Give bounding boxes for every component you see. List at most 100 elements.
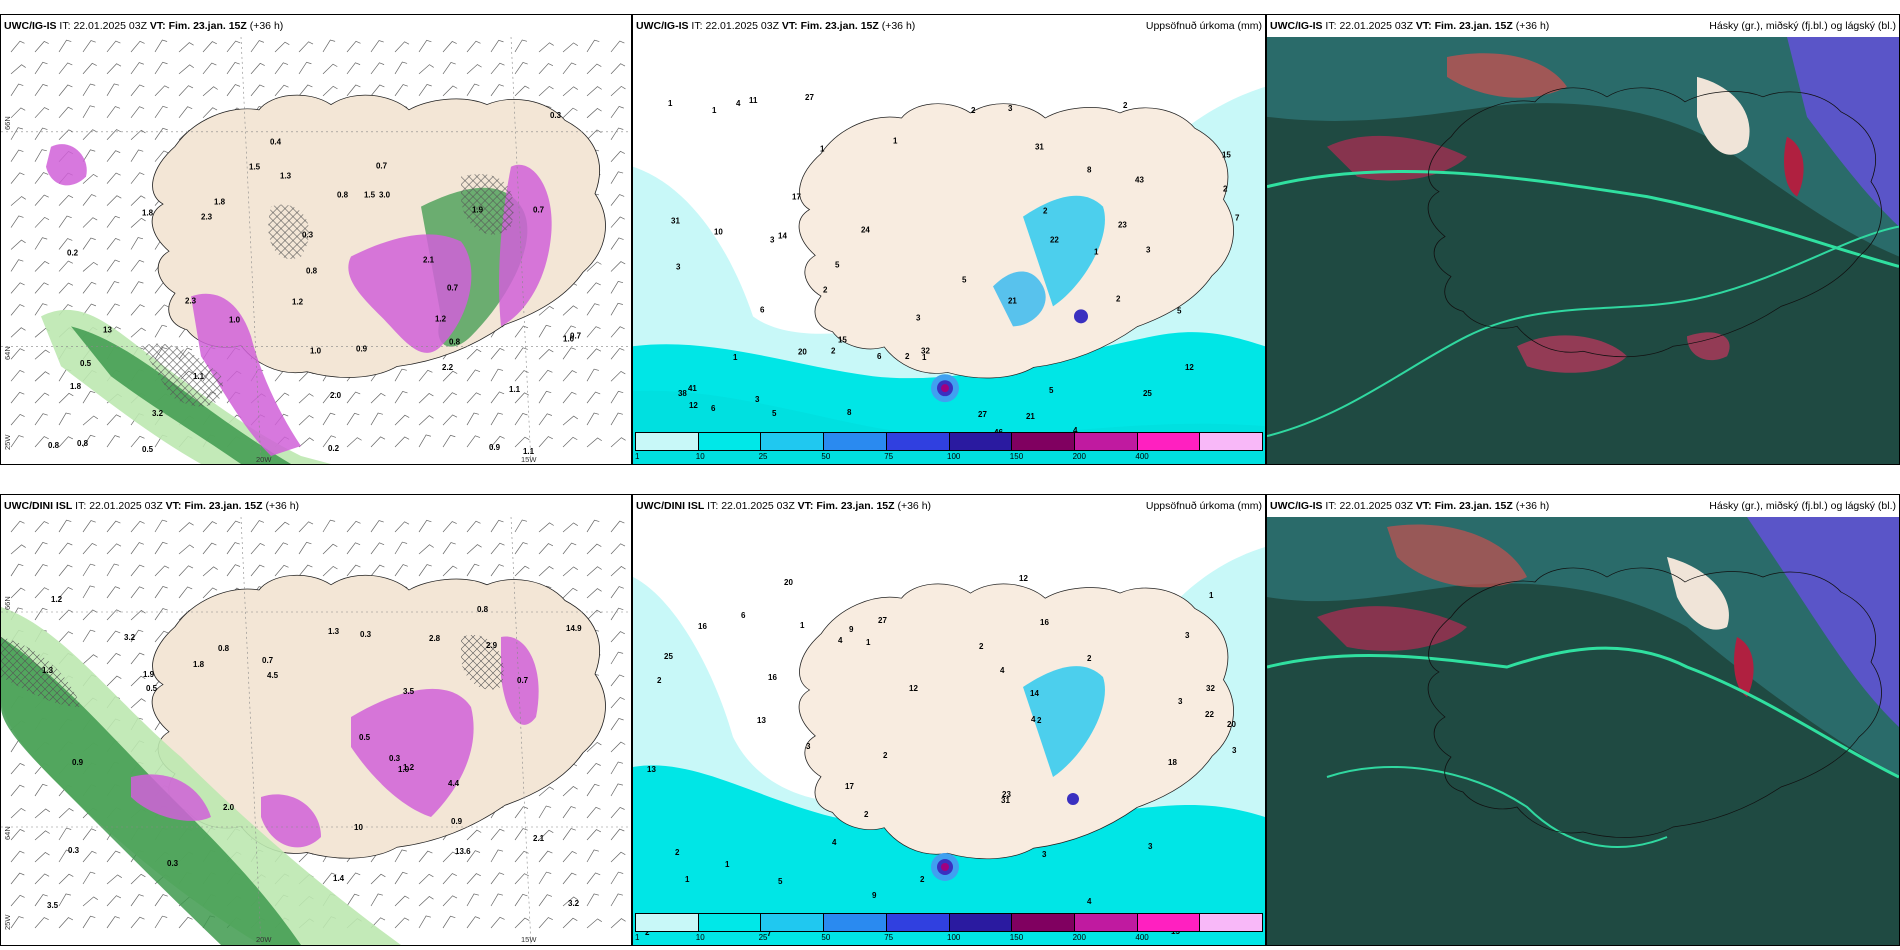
precip-value: 1 bbox=[866, 638, 871, 647]
it-label: IT: bbox=[707, 500, 719, 512]
it-label: IT: bbox=[75, 500, 87, 512]
wind-barb bbox=[82, 520, 96, 533]
wind-barb bbox=[34, 564, 48, 577]
wind-barb bbox=[130, 304, 145, 316]
wind-barb bbox=[82, 303, 97, 316]
wind-barb bbox=[586, 741, 602, 753]
wind-barb bbox=[106, 652, 121, 665]
snow-value: 3.2 bbox=[152, 409, 164, 418]
wind-barb bbox=[442, 62, 456, 75]
precip-value: 20 bbox=[1227, 720, 1236, 729]
vt-label: VT: Fim. 23.jan. 15Z bbox=[149, 20, 247, 32]
wind-barb bbox=[394, 368, 407, 382]
wind-barb bbox=[34, 349, 50, 360]
wind-barb bbox=[226, 564, 241, 577]
wind-barb bbox=[34, 237, 48, 250]
wind-barb bbox=[586, 543, 602, 555]
precip-value: 22 bbox=[1050, 236, 1059, 245]
wind-barb bbox=[34, 436, 49, 448]
wind-barb bbox=[178, 42, 194, 53]
wind-barb bbox=[82, 194, 97, 206]
wind-barb bbox=[34, 194, 49, 206]
wind-barb bbox=[322, 412, 336, 426]
wind-barb bbox=[538, 850, 553, 863]
wind-barb bbox=[130, 149, 144, 162]
wind-barb bbox=[562, 415, 578, 426]
panel-snow-wind-row1: UWC/IG-IS IT: 22.01.2025 03Z VT: Fim. 23… bbox=[0, 14, 632, 465]
wind-barb bbox=[154, 39, 168, 53]
snow-value: 1.0 bbox=[310, 346, 322, 355]
snow-value: 0.9 bbox=[451, 817, 463, 826]
wind-barb bbox=[58, 260, 73, 272]
wind-barb bbox=[490, 368, 504, 382]
wind-barb bbox=[514, 325, 529, 338]
colorbar-label: 200 bbox=[1072, 933, 1086, 942]
snow-value: 13 bbox=[103, 325, 112, 334]
precip-value: 4 bbox=[1087, 897, 1092, 906]
snow-value: 1.0 bbox=[398, 765, 410, 774]
wind-barb bbox=[250, 520, 265, 533]
wind-barb bbox=[226, 62, 240, 75]
precip-value: 2 bbox=[920, 875, 925, 884]
wind-barb bbox=[10, 807, 26, 819]
wind-barb bbox=[610, 741, 626, 753]
wind-barb bbox=[490, 916, 505, 929]
wind-barb bbox=[586, 348, 602, 360]
wind-barb bbox=[610, 261, 626, 272]
wind-barb bbox=[562, 370, 577, 382]
precip-value: 17 bbox=[792, 193, 801, 202]
wind-barb bbox=[610, 302, 623, 316]
snow-value: 1.0 bbox=[229, 315, 241, 324]
wind-barb bbox=[10, 282, 25, 294]
colorbar-label: 1 bbox=[635, 933, 640, 942]
wind-barb bbox=[466, 64, 482, 75]
wind-barb bbox=[130, 237, 144, 250]
wind-barb bbox=[250, 542, 265, 555]
precip-value: 17 bbox=[845, 782, 854, 791]
wind-barb bbox=[298, 541, 312, 555]
precip-value: 16 bbox=[768, 673, 777, 682]
wind-barb bbox=[82, 62, 97, 75]
wind-barb bbox=[106, 172, 121, 184]
snow-value: 0.8 bbox=[48, 441, 60, 450]
wind-barb bbox=[610, 237, 624, 250]
wind-barb bbox=[10, 239, 26, 250]
wind-barb bbox=[490, 519, 504, 533]
snow-value: 0.7 bbox=[533, 206, 545, 215]
wind-barb bbox=[130, 652, 145, 665]
wind-barb bbox=[178, 544, 195, 555]
wind-barb bbox=[418, 83, 432, 97]
wind-barb bbox=[514, 62, 528, 75]
precip-value: 3 bbox=[916, 313, 921, 322]
snow-value: 1.5 bbox=[249, 163, 261, 172]
wind-barb bbox=[586, 282, 601, 294]
wind-barb bbox=[466, 83, 480, 97]
snow-value: 0.4 bbox=[270, 138, 282, 147]
precip-value: 14 bbox=[1030, 689, 1039, 698]
wind-barb bbox=[154, 630, 169, 643]
precip-value: 1 bbox=[893, 137, 898, 146]
wind-barb bbox=[10, 369, 25, 382]
snow-value: 0.8 bbox=[77, 439, 89, 448]
panel-header: UWC/IG-IS IT: 22.01.2025 03Z VT: Fim. 23… bbox=[1267, 495, 1899, 517]
wind-barb bbox=[562, 917, 578, 929]
wind-barb bbox=[130, 916, 145, 929]
wind-barb bbox=[586, 918, 602, 929]
wind-barb bbox=[586, 129, 602, 141]
wind-barb bbox=[514, 828, 528, 841]
snow-value-labels: 1.3 0.3 0.9 0.7 0.5 0.3 0.8 0.5 0.3 1.3 4.4 3.5 2.1 1… bbox=[42, 595, 582, 910]
colorbar-label: 50 bbox=[821, 933, 831, 942]
wind-barb bbox=[514, 392, 530, 404]
wind-barb bbox=[226, 84, 241, 97]
wind-barb bbox=[346, 84, 361, 97]
wind-barb bbox=[514, 347, 528, 360]
it-value: 22.01.2025 03Z bbox=[73, 20, 147, 32]
colorbar-label: 400 bbox=[1135, 452, 1149, 461]
colorbar-swatch bbox=[886, 914, 950, 931]
wind-barb bbox=[82, 217, 98, 228]
wind-barb bbox=[346, 412, 360, 426]
wind-barb bbox=[58, 609, 74, 621]
snow-value: 1.8 bbox=[142, 209, 154, 218]
wind-barb bbox=[106, 281, 120, 294]
precip-value: 22 bbox=[1205, 710, 1214, 719]
